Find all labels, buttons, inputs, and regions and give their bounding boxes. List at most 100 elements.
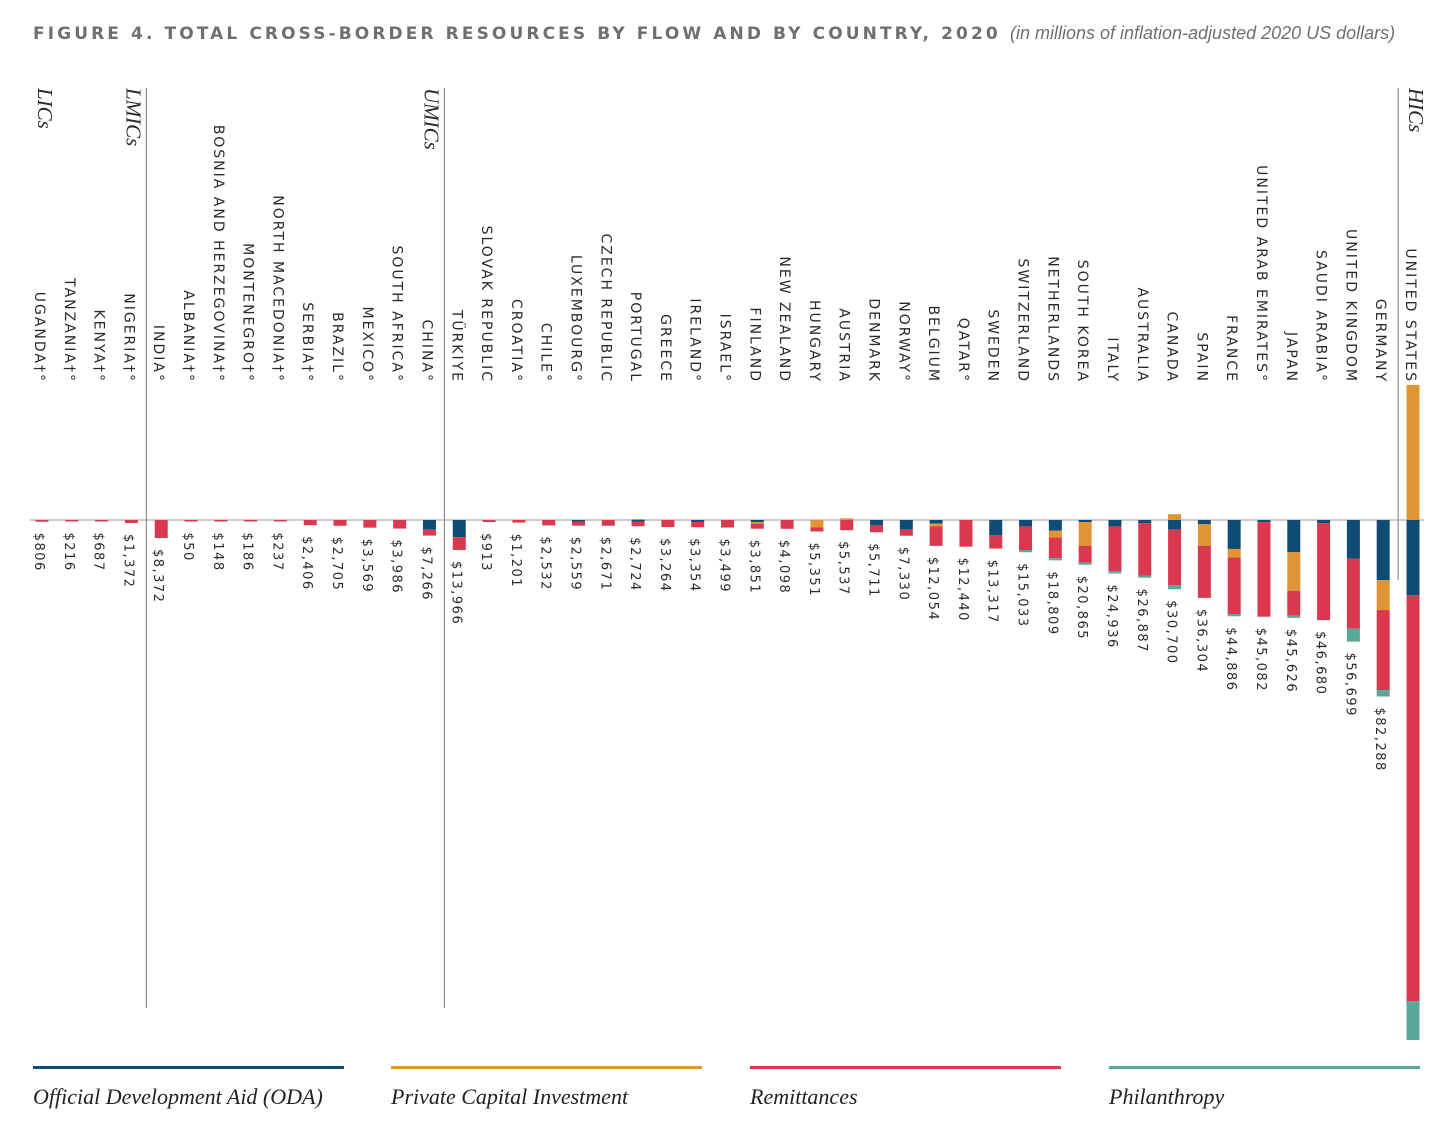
bar-segment-remittances bbox=[571, 521, 585, 526]
bar-segment-oda bbox=[1406, 520, 1420, 596]
bar-segment-remittances bbox=[1257, 522, 1271, 617]
bar-segment-remittances bbox=[1406, 595, 1420, 1002]
total-label: $44,886 bbox=[1223, 627, 1238, 691]
bar-segment-philanthropy bbox=[1108, 571, 1122, 574]
bar-segment-oda bbox=[1317, 520, 1331, 524]
bar-segment-private-capital bbox=[1227, 548, 1241, 558]
country-label: MONTENEGRO†° bbox=[240, 243, 256, 383]
total-label: $216 bbox=[61, 533, 76, 572]
country-label: ALBANIA†° bbox=[180, 290, 196, 383]
bar-private-capital-positive bbox=[1168, 514, 1182, 520]
bar-segment-remittances bbox=[1019, 526, 1033, 551]
total-label: $45,082 bbox=[1253, 628, 1268, 692]
country-label: NIGERIA†° bbox=[120, 293, 136, 383]
total-label: $2,406 bbox=[299, 536, 314, 591]
total-label: $3,354 bbox=[687, 538, 702, 593]
bar-segment-oda bbox=[1048, 520, 1062, 531]
total-label: $50 bbox=[180, 533, 195, 562]
bar-segment-philanthropy bbox=[1406, 1001, 1420, 1040]
bar-segment-oda bbox=[750, 520, 764, 523]
bar-private-capital-positive bbox=[1406, 384, 1420, 520]
legend-label: Philanthropy bbox=[1109, 1084, 1225, 1109]
total-label: $30,700 bbox=[1164, 600, 1179, 664]
country-label: TÜRKIYE bbox=[448, 309, 466, 383]
country-label: CHILE° bbox=[538, 323, 554, 383]
country-label: GERMANY bbox=[1372, 299, 1388, 383]
bar-segment-oda bbox=[899, 520, 913, 530]
bar-private-capital-positive bbox=[840, 518, 854, 520]
total-label: $3,499 bbox=[717, 539, 732, 594]
total-label: $2,724 bbox=[627, 537, 642, 592]
bar-segment-remittances bbox=[124, 520, 138, 523]
country-label: FRANCE bbox=[1223, 315, 1239, 383]
country-label: IRELAND° bbox=[687, 298, 703, 383]
bar-segment-philanthropy bbox=[1346, 628, 1360, 642]
bar-segment-private-capital bbox=[929, 523, 943, 527]
total-label: $186 bbox=[240, 533, 255, 572]
bar-segment-oda bbox=[571, 520, 585, 522]
country-label: CANADA bbox=[1164, 311, 1180, 383]
country-label: SOUTH AFRICA° bbox=[389, 245, 405, 383]
legend-item-private-capital: Private Capital Investment bbox=[391, 1066, 702, 1116]
bar-segment-remittances bbox=[542, 520, 556, 526]
bar-segment-oda bbox=[1257, 520, 1271, 523]
legend-swatch bbox=[1109, 1066, 1420, 1069]
bar-segment-remittances bbox=[810, 527, 824, 532]
country-label: CROATIA° bbox=[508, 299, 524, 383]
country-label: GREECE bbox=[657, 314, 673, 383]
total-label: $237 bbox=[269, 533, 284, 572]
total-label: $45,626 bbox=[1283, 629, 1298, 693]
country-label: SAUDI ARABIA° bbox=[1313, 250, 1329, 383]
country-label: UGANDA†° bbox=[31, 292, 47, 383]
total-label: $5,351 bbox=[806, 542, 821, 597]
legend-item-remittances: Remittances bbox=[750, 1066, 1061, 1116]
country-label: AUSTRIA bbox=[836, 308, 852, 383]
total-label: $7,330 bbox=[895, 547, 910, 602]
bar-segment-remittances bbox=[482, 520, 496, 522]
bar-segment-philanthropy bbox=[1227, 614, 1241, 617]
group-label-hics: HICs bbox=[1404, 87, 1428, 132]
country-label: TANZANIA†° bbox=[61, 277, 77, 383]
bar-segment-remittances bbox=[184, 520, 198, 522]
total-label: $3,569 bbox=[359, 539, 374, 594]
bar-segment-philanthropy bbox=[1138, 575, 1152, 578]
bar-segment-oda bbox=[1376, 520, 1390, 581]
total-label: $5,537 bbox=[836, 541, 851, 596]
country-label: NETHERLANDS bbox=[1044, 256, 1060, 383]
bar-segment-remittances bbox=[35, 520, 49, 522]
country-label: SOUTH KOREA bbox=[1074, 260, 1090, 383]
bar-segment-remittances bbox=[1287, 590, 1301, 616]
bar-segment-remittances bbox=[1346, 558, 1360, 629]
bar-segment-remittances bbox=[1317, 523, 1331, 621]
country-label: UNITED ARAB EMIRATES° bbox=[1253, 165, 1269, 383]
country-label: CHINA° bbox=[418, 320, 434, 383]
total-label: $2,532 bbox=[538, 536, 553, 591]
country-label: AUSTRALIA bbox=[1134, 287, 1150, 383]
bar-segment-oda bbox=[1168, 520, 1182, 530]
bar-segment-philanthropy bbox=[1019, 550, 1033, 553]
country-label: SLOVAK REPUBLIC bbox=[478, 226, 494, 383]
bar-segment-private-capital bbox=[810, 520, 824, 528]
bar-segment-remittances bbox=[1048, 537, 1062, 559]
stacked-bar-chart: LICs LMICs UMICs HICs UGANDA†° $806 TANZANIA†°… bbox=[30, 87, 1428, 1040]
bar-segment-oda bbox=[1138, 520, 1152, 524]
total-label: $3,851 bbox=[746, 540, 761, 595]
bar-segment-oda bbox=[870, 520, 884, 526]
bar-segment-remittances bbox=[363, 520, 377, 528]
country-label: HUNGARY bbox=[806, 300, 822, 383]
total-label: $806 bbox=[31, 533, 46, 572]
bar-segment-remittances bbox=[899, 529, 913, 536]
bar-segment-remittances bbox=[333, 520, 347, 526]
country-label: PORTUGAL bbox=[627, 292, 643, 383]
total-label: $13,966 bbox=[448, 561, 463, 625]
legend-label: Official Development Aid (ODA) bbox=[33, 1084, 323, 1109]
figure-title-main: FIGURE 4. TOTAL CROSS-BORDER RESOURCES B… bbox=[33, 24, 1001, 44]
total-label: $687 bbox=[91, 533, 106, 572]
country-label: ISRAEL° bbox=[717, 314, 733, 383]
bar-segment-oda bbox=[1078, 520, 1092, 523]
bar-segment-remittances bbox=[721, 520, 734, 528]
legend-item-philanthropy: Philanthropy bbox=[1109, 1066, 1420, 1116]
bar-segment-remittances bbox=[1227, 557, 1241, 615]
bar-segment-remittances bbox=[750, 523, 764, 529]
total-label: $12,440 bbox=[955, 558, 970, 622]
